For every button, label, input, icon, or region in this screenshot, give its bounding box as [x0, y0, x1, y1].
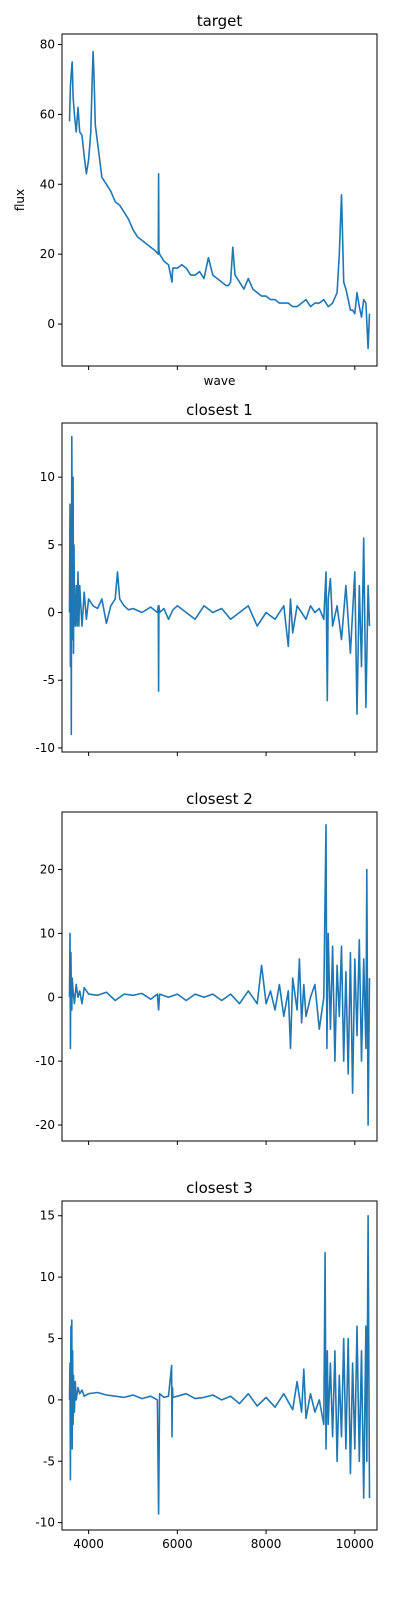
y-tick-label: 40 [40, 177, 55, 191]
y-tick-label: 0 [47, 990, 55, 1004]
series-line [68, 1214, 371, 1515]
y-tick-label: 10 [40, 926, 55, 940]
subplot-2: closest 1 -10 -5 0 5 10 [35, 401, 378, 756]
y-tick-label: 0 [47, 1393, 55, 1407]
y-tick-label: -10 [35, 1516, 55, 1530]
y-axis-label: flux [13, 189, 27, 211]
x-tick-label: 8000 [251, 1537, 282, 1551]
y-tick-label: 5 [47, 1331, 55, 1345]
y-tick-label: 60 [40, 107, 55, 121]
y-tick-label: 20 [40, 862, 55, 876]
y-tick-label: 20 [40, 247, 55, 261]
y-tick-label: 80 [40, 37, 55, 51]
y-tick-label: -10 [35, 1054, 55, 1068]
series-line [68, 50, 371, 350]
y-tick-label: 0 [47, 606, 55, 620]
y-tick-label: 10 [40, 470, 55, 484]
subplot-1: target 0 20 40 60 80 wave flux [13, 12, 378, 388]
y-tick-label: 0 [47, 317, 55, 331]
axes-frame [61, 811, 378, 1142]
subplot-4: closest 3 -10 -5 0 5 10 15 4000 6000 8000 10000 [35, 1179, 378, 1551]
subplot-title: closest 1 [186, 401, 253, 419]
y-tick-label: -5 [43, 1454, 55, 1468]
y-tick-label: -5 [43, 673, 55, 687]
x-tick-label: 6000 [162, 1537, 193, 1551]
axes-frame [61, 1200, 378, 1531]
y-tick-label: 15 [40, 1209, 55, 1223]
series-line [68, 435, 371, 736]
subplot-3: closest 2 -20 -10 0 10 20 [35, 790, 378, 1145]
y-tick-label: 5 [47, 538, 55, 552]
y-tick-label: 10 [40, 1270, 55, 1284]
x-tick-label: 10000 [336, 1537, 374, 1551]
subplot-title: closest 3 [186, 1179, 253, 1197]
axes-frame [61, 33, 378, 367]
y-tick-label: -20 [35, 1118, 55, 1132]
subplot-title: target [197, 12, 243, 30]
series-line [68, 824, 371, 1126]
x-tick-label: 4000 [73, 1537, 104, 1551]
x-axis-label: wave [204, 374, 236, 388]
axes-frame [61, 422, 378, 753]
y-tick-label: -10 [35, 741, 55, 755]
subplot-title: closest 2 [186, 790, 253, 808]
